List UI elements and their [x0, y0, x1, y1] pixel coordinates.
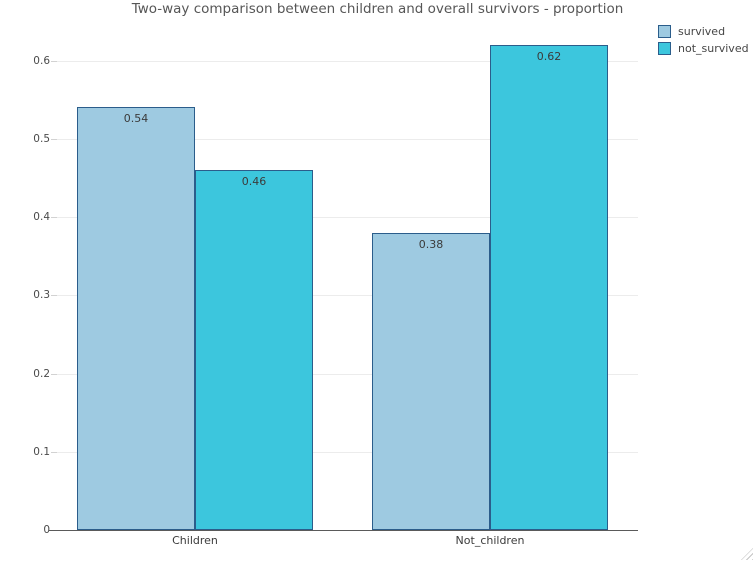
- bar-not_survived-children: [195, 170, 313, 530]
- y-gridline: [57, 373, 638, 375]
- bar-survived-children: [77, 107, 195, 530]
- y-gridline: [57, 451, 638, 453]
- chart-title: Two-way comparison between children and …: [131, 1, 624, 17]
- legend-swatch-icon: [658, 24, 671, 38]
- legend-item-survived: survived: [658, 23, 749, 39]
- legend-label: not_survived: [678, 41, 749, 55]
- x-tick-label-not_children: Not_children: [455, 534, 525, 547]
- bar-value-label: 0.46: [241, 175, 267, 189]
- y-tick-label: 0.6: [33, 54, 50, 67]
- bar-value-label: 0.38: [418, 237, 444, 251]
- legend-swatch-icon: [658, 41, 671, 55]
- y-tick-label: 0.3: [33, 289, 50, 302]
- bar-not_survived-not_children: [490, 44, 608, 530]
- legend-label: survived: [678, 24, 726, 38]
- y-tick-label: 0.5: [33, 132, 50, 145]
- y-tick-mark: [51, 295, 57, 297]
- y-tick-mark: [51, 217, 57, 218]
- y-tick-label: 0: [43, 524, 50, 536]
- y-gridline: [57, 295, 638, 297]
- bar-value-label: 0.62: [536, 49, 562, 63]
- bar-value-label: 0.54: [123, 112, 149, 126]
- y-tick-label: 0.1: [33, 445, 50, 458]
- legend: survived not_survived: [658, 23, 749, 57]
- y-gridline: [57, 60, 638, 62]
- y-gridline: [57, 217, 638, 218]
- y-tick-mark: [51, 373, 57, 375]
- x-tick-label-children: Children: [172, 534, 218, 547]
- y-tick-mark: [51, 138, 57, 140]
- bar-survived-not_children: [372, 232, 490, 530]
- y-tick-label: 0.4: [33, 211, 50, 223]
- y-tick-mark: [51, 451, 57, 453]
- legend-item-not_survived: not_survived: [658, 40, 749, 56]
- y-tick-mark: [51, 60, 57, 62]
- resize-grip-icon[interactable]: [741, 548, 753, 560]
- y-tick-label: 0.2: [33, 367, 50, 380]
- x-axis-line: [49, 530, 638, 531]
- y-gridline: [57, 138, 638, 140]
